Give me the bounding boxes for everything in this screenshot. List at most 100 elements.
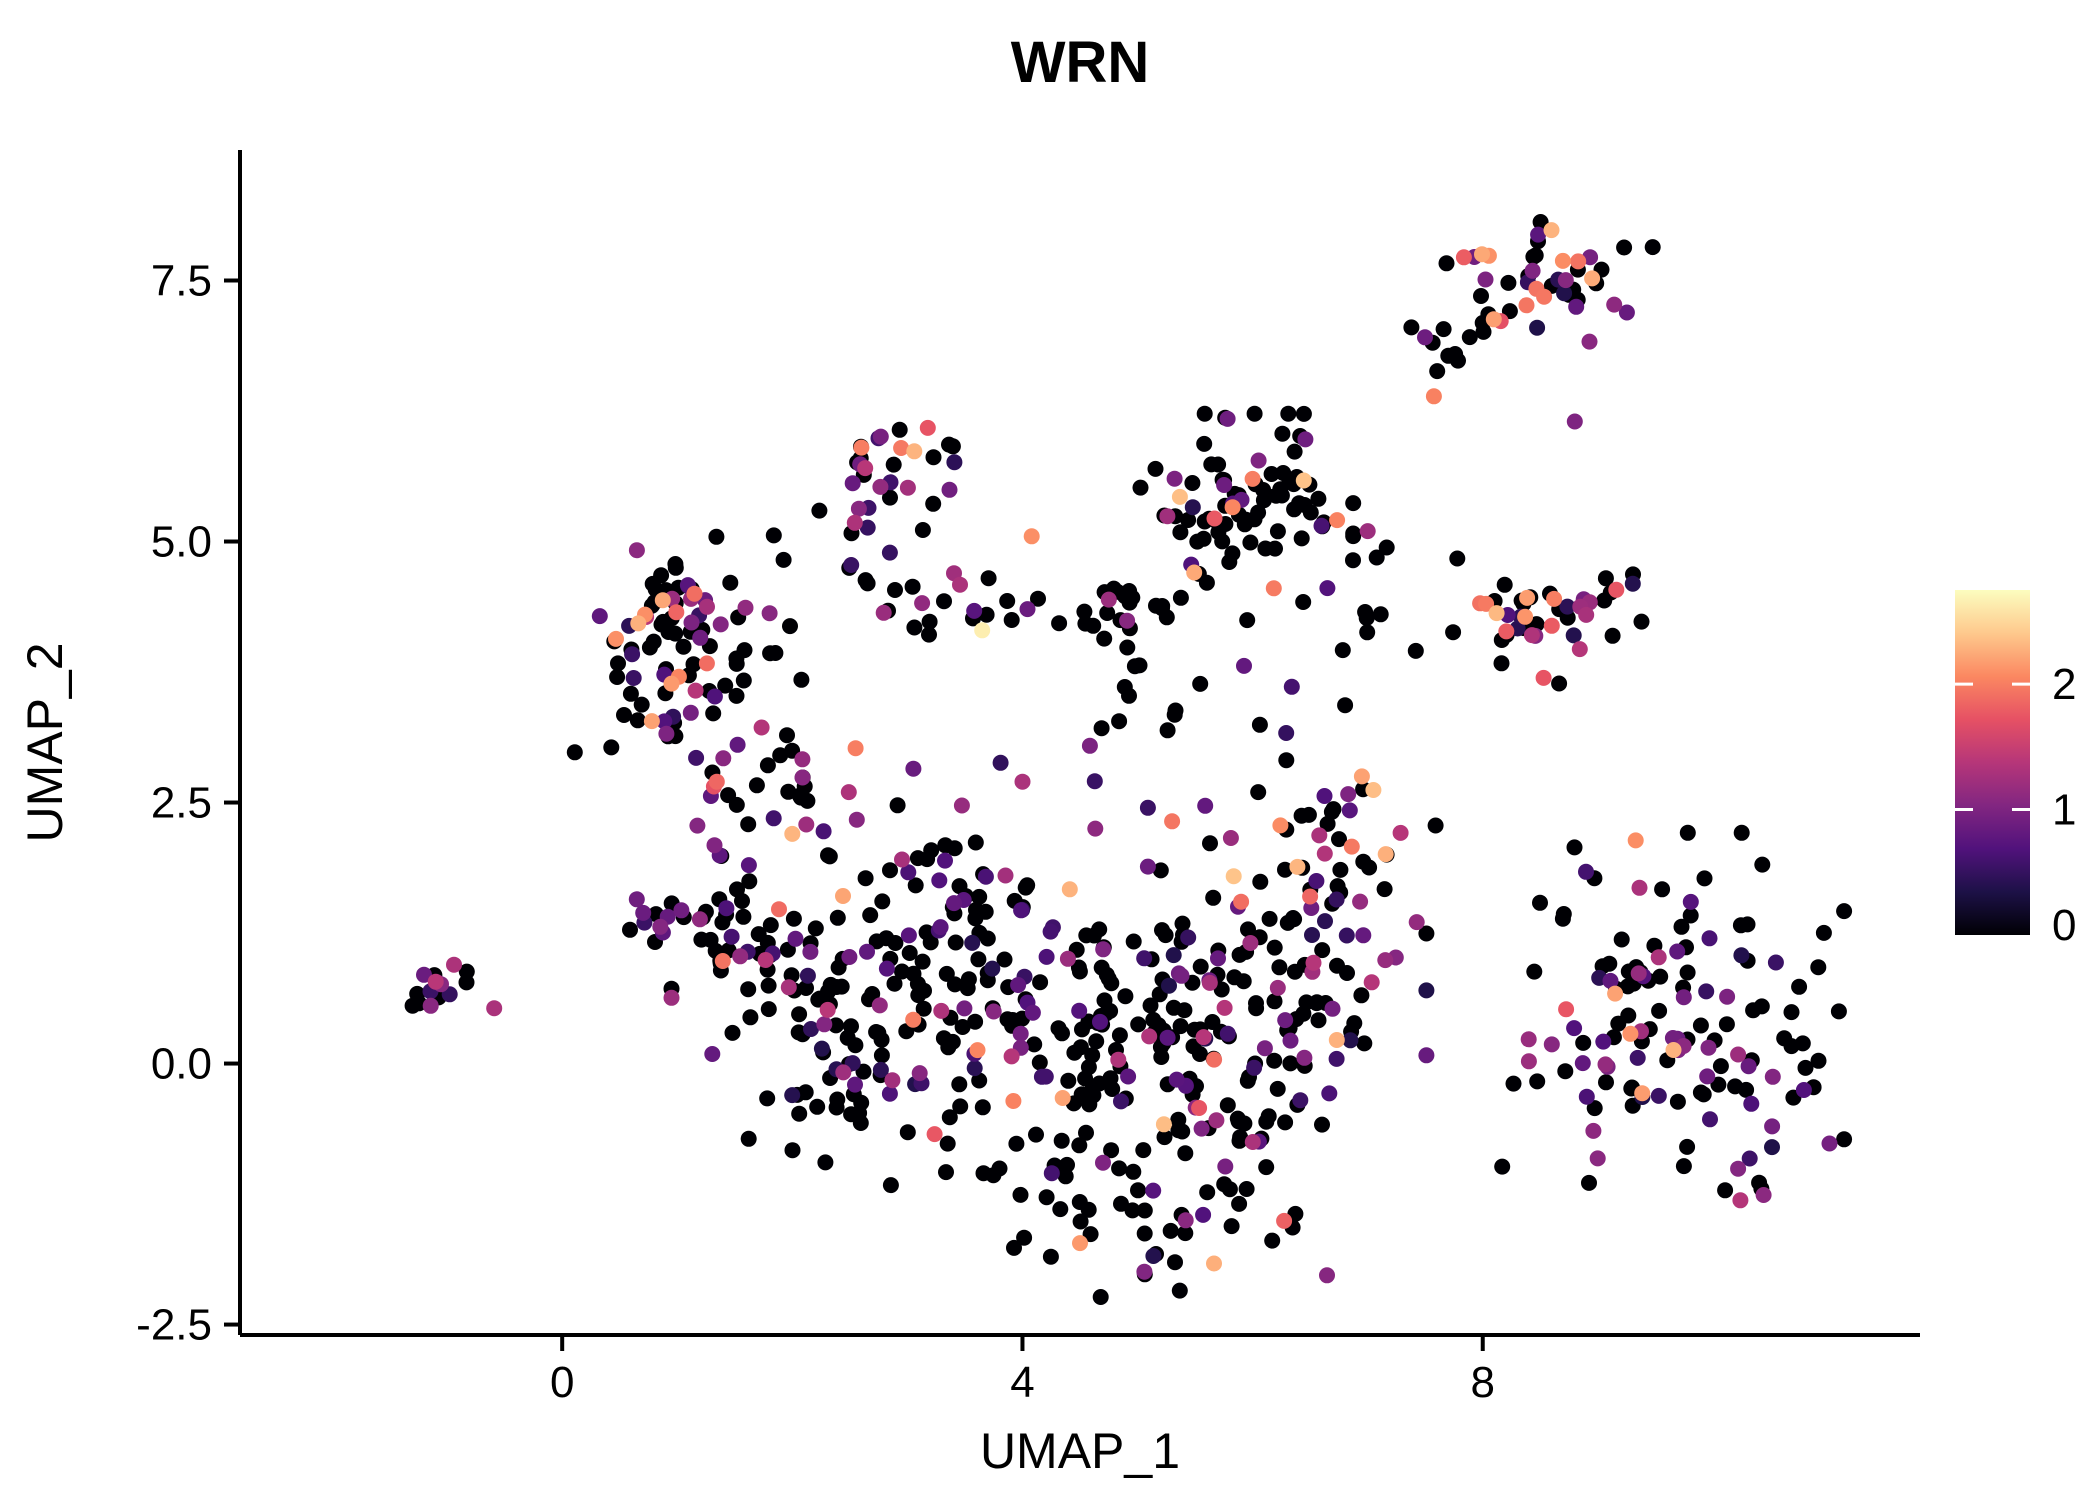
data-point <box>422 997 439 1014</box>
data-point <box>1159 722 1176 739</box>
data-point <box>404 997 421 1014</box>
data-point <box>1231 1132 1248 1149</box>
data-point <box>714 914 731 931</box>
data-point <box>1764 1068 1781 1085</box>
data-point <box>1764 1118 1781 1135</box>
data-point <box>1361 859 1378 876</box>
data-point <box>1733 824 1750 841</box>
data-point <box>1551 675 1568 692</box>
data-point <box>843 1018 859 1035</box>
data-point <box>1543 617 1560 634</box>
data-point <box>1485 311 1502 328</box>
data-point <box>1313 517 1330 534</box>
data-point <box>1224 545 1241 562</box>
data-point <box>1154 922 1170 939</box>
data-point <box>1080 1013 1097 1030</box>
data-point <box>1606 296 1623 313</box>
data-point <box>925 495 942 512</box>
data-point <box>802 943 819 960</box>
data-point <box>1252 873 1269 890</box>
data-point <box>1710 1076 1727 1093</box>
data-point <box>625 670 642 686</box>
data-point <box>1088 1033 1105 1050</box>
data-point <box>1753 998 1770 1015</box>
data-point <box>486 1000 503 1017</box>
data-point <box>735 672 752 689</box>
data-point <box>1059 1156 1075 1173</box>
data-point <box>1597 1056 1614 1073</box>
data-point <box>954 1019 971 1035</box>
data-point <box>906 443 923 460</box>
data-point <box>882 489 898 506</box>
data-point <box>807 920 824 937</box>
data-point <box>859 943 875 960</box>
data-point <box>1052 1201 1069 1218</box>
data-point <box>978 606 995 623</box>
data-point <box>686 585 703 602</box>
data-point <box>765 527 782 544</box>
data-point <box>1602 972 1619 989</box>
data-point <box>1119 639 1136 656</box>
data-point <box>1302 504 1319 521</box>
data-point <box>840 784 857 801</box>
data-point <box>1619 978 1636 995</box>
data-point <box>1316 845 1333 862</box>
data-point <box>1699 1068 1716 1085</box>
data-point <box>698 655 715 672</box>
data-point <box>1162 1222 1179 1239</box>
data-point <box>610 655 626 672</box>
data-point <box>946 895 962 912</box>
data-point <box>1242 534 1259 551</box>
data-point <box>1165 999 1182 1016</box>
data-point <box>1006 1239 1022 1256</box>
data-point <box>1358 610 1375 626</box>
data-point <box>1295 594 1312 610</box>
data-point <box>724 1024 741 1041</box>
data-point <box>790 1024 807 1041</box>
data-point <box>996 951 1013 968</box>
data-point <box>857 870 874 887</box>
data-point <box>1260 1108 1277 1125</box>
data-point <box>1205 889 1222 906</box>
data-point <box>1425 388 1442 405</box>
data-point <box>1332 861 1349 878</box>
data-point <box>1568 298 1585 315</box>
data-point <box>1272 817 1289 834</box>
data-point <box>1607 985 1624 1002</box>
data-point <box>970 951 987 968</box>
data-point <box>673 902 690 919</box>
data-point <box>1695 1086 1712 1103</box>
data-point <box>1233 893 1250 910</box>
data-point <box>1696 870 1713 887</box>
data-point <box>881 1085 898 1102</box>
data-point <box>1139 799 1156 816</box>
data-point <box>723 928 740 945</box>
data-point <box>656 713 673 730</box>
data-point <box>1120 1068 1137 1085</box>
data-point <box>941 1109 958 1126</box>
data-point <box>1135 1142 1152 1159</box>
data-point <box>787 930 804 947</box>
data-point <box>952 576 968 593</box>
data-point <box>999 1011 1016 1028</box>
data-point <box>1518 297 1535 314</box>
data-point <box>791 1006 808 1023</box>
data-point <box>784 1087 801 1104</box>
data-point <box>1733 947 1750 964</box>
data-point <box>820 983 836 1000</box>
data-point <box>760 1001 777 1018</box>
data-point <box>1096 992 1113 1009</box>
data-point <box>1008 1135 1025 1152</box>
data-point <box>1435 321 1452 338</box>
data-point <box>1559 609 1576 626</box>
data-point <box>907 877 924 894</box>
data-point <box>1265 580 1282 597</box>
data-point <box>1557 272 1574 289</box>
data-point <box>1275 465 1292 481</box>
data-point <box>1578 606 1595 623</box>
data-point <box>1071 1137 1088 1154</box>
data-point <box>868 1024 885 1040</box>
data-point <box>959 980 976 997</box>
data-point <box>1554 910 1571 927</box>
data-point <box>1132 479 1149 496</box>
